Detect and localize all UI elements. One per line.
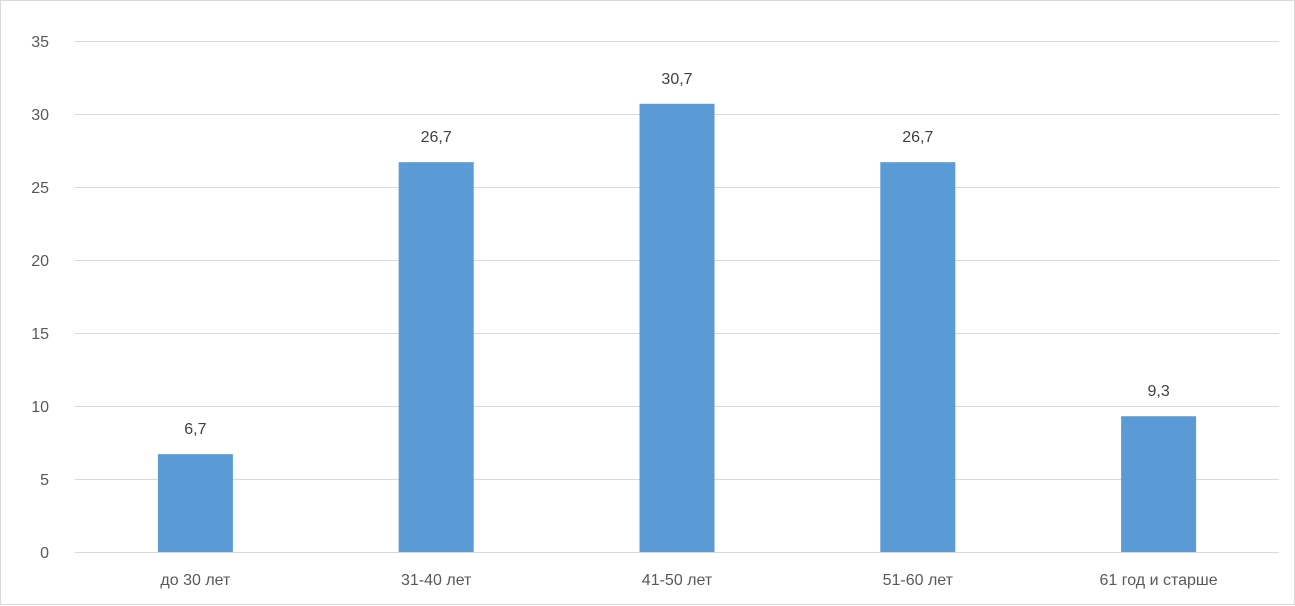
bar-3	[639, 103, 715, 552]
x-tick-label: до 30 лет	[160, 572, 231, 589]
y-tick-label: 35	[31, 34, 49, 51]
x-tick-label: 61 год и старше	[1100, 572, 1218, 589]
x-tick-label: 41-50 лет	[642, 572, 713, 589]
data-label-3: 30,7	[661, 71, 692, 88]
bar-4	[880, 162, 956, 552]
data-label-5: 9,3	[1147, 383, 1169, 400]
y-tick-label: 5	[40, 472, 49, 489]
data-label-2: 26,7	[421, 129, 452, 146]
y-tick-label: 15	[31, 326, 49, 343]
y-tick-label: 25	[31, 180, 49, 197]
bars	[157, 103, 1197, 552]
y-axis-tick-labels: 0 5 10 15 20 25 30 35	[31, 34, 49, 562]
bar-2	[398, 162, 474, 552]
x-tick-label: 51-60 лет	[883, 572, 954, 589]
x-tick-label: 31-40 лет	[401, 572, 472, 589]
data-label-4: 26,7	[902, 129, 933, 146]
y-tick-label: 0	[40, 545, 49, 562]
bar-1	[157, 454, 233, 552]
y-tick-label: 20	[31, 253, 49, 270]
y-tick-label: 10	[31, 399, 49, 416]
y-tick-label: 30	[31, 107, 49, 124]
bar-5	[1121, 416, 1197, 552]
data-labels: 6,7 26,7 30,7 26,7 9,3	[184, 71, 1170, 438]
x-axis-tick-labels: до 30 лет 31-40 лет 41-50 лет 51-60 лет 61 г…	[160, 572, 1217, 589]
data-label-1: 6,7	[184, 421, 206, 438]
